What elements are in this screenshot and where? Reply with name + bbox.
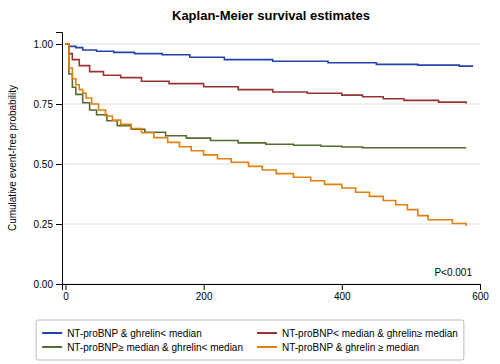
tick-label: 0 <box>63 291 69 302</box>
legend-swatch <box>42 346 62 348</box>
tick: 400 <box>334 284 351 302</box>
grid <box>62 44 480 284</box>
grid-line <box>62 224 480 225</box>
legend-label: NT-proBNP & ghrelin< median <box>67 328 202 339</box>
legend-swatch <box>257 332 277 334</box>
tick: 0.75 <box>34 99 62 110</box>
y-axis-title: Cumulative event-free probability <box>7 85 18 231</box>
tick: 600 <box>472 284 489 302</box>
tick-label: 600 <box>472 291 489 302</box>
chart-svg: 0.00 0.25 0.50 0.75 1.00 0 200 400 600 P<0.001 Kap… <box>0 0 500 364</box>
legend-swatch <box>257 346 277 348</box>
legend-item: NT-proBNP & ghrelin ≥ median <box>257 342 419 353</box>
chart-container: 0.00 0.25 0.50 0.75 1.00 0 200 400 600 P<0.001 Kap… <box>0 0 500 364</box>
tick-label: 0.75 <box>34 99 54 110</box>
axis-domain <box>63 285 481 291</box>
tick-label: 200 <box>196 291 213 302</box>
tick-label: 1.00 <box>34 39 54 50</box>
legend-item: NT-proBNP≥ median & ghrelin< median <box>42 342 243 353</box>
tick: 0.50 <box>34 159 62 170</box>
legend-item: NT-proBNP< median & ghrelin≥ median <box>257 328 458 339</box>
grid-line <box>62 104 480 105</box>
tick-mark <box>342 284 343 290</box>
title: Kaplan-Meier survival estimates <box>172 8 370 23</box>
legend-frame <box>36 320 464 360</box>
tick: 0 <box>63 284 69 302</box>
x-axis: 0 200 400 600 <box>63 284 490 302</box>
tick-mark <box>65 284 66 290</box>
legend-label: NT-proBNP< median & ghrelin≥ median <box>282 328 458 339</box>
legend-label: NT-proBNP≥ median & ghrelin< median <box>67 342 243 353</box>
series-group <box>65 44 473 226</box>
km-curve <box>65 44 466 226</box>
legend-label: NT-proBNP & ghrelin ≥ median <box>282 342 419 353</box>
km-curve <box>65 44 466 104</box>
tick-mark <box>56 104 62 105</box>
tick-label: 0.25 <box>34 219 54 230</box>
plot-area: 0.00 0.25 0.50 0.75 1.00 0 200 400 600 P<0.001 <box>34 33 490 303</box>
km-curve <box>65 44 466 148</box>
tick: 0.00 <box>34 279 62 290</box>
tick-mark <box>56 224 62 225</box>
tick-label: 0.50 <box>34 159 54 170</box>
km-curve <box>65 44 473 66</box>
tick-mark <box>56 284 62 285</box>
legend-swatch <box>42 332 62 334</box>
y-axis: 0.00 0.25 0.50 0.75 1.00 <box>34 33 63 290</box>
annotation: P<0.001 <box>434 267 472 278</box>
legend: NT-proBNP & ghrelin< median NT-proBNP< me… <box>36 320 464 360</box>
tick-mark <box>480 284 481 290</box>
grid-line <box>62 164 480 165</box>
tick: 200 <box>196 284 213 302</box>
tick-mark <box>204 284 205 290</box>
tick-label: 400 <box>334 291 351 302</box>
tick-mark <box>56 44 62 45</box>
tick-mark <box>56 164 62 165</box>
legend-item: NT-proBNP & ghrelin< median <box>42 328 202 339</box>
grid-line <box>62 44 480 45</box>
tick-label: 0.00 <box>34 279 54 290</box>
tick: 0.25 <box>34 219 62 230</box>
tick: 1.00 <box>34 39 62 50</box>
axis-domain <box>56 33 63 285</box>
